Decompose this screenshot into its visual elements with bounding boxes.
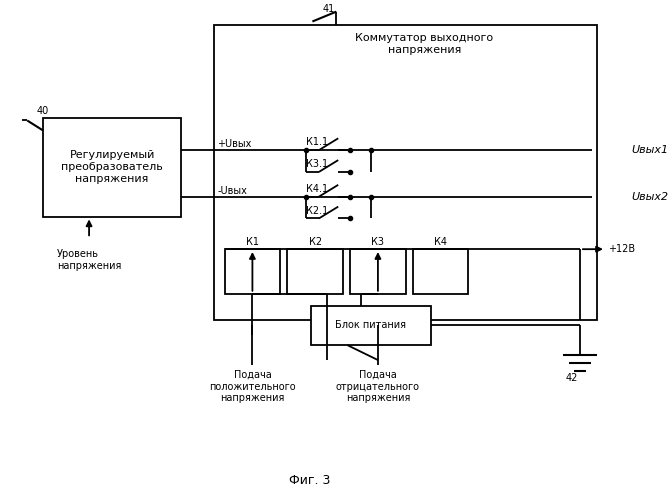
Text: К1.1: К1.1 bbox=[306, 137, 328, 147]
Text: Уровень
напряжения: Уровень напряжения bbox=[57, 249, 121, 271]
Bar bbox=[214, 26, 597, 320]
Bar bbox=[350, 249, 405, 294]
Text: Подача
отрицательного
напряжения: Подача отрицательного напряжения bbox=[336, 370, 420, 403]
Text: Регулируемый
преобразователь
напряжения: Регулируемый преобразователь напряжения bbox=[61, 150, 163, 184]
Text: Uвых2: Uвых2 bbox=[632, 192, 668, 202]
Bar bbox=[43, 118, 181, 216]
Text: К3.1: К3.1 bbox=[306, 159, 328, 169]
Text: К3: К3 bbox=[371, 237, 384, 247]
Text: 40: 40 bbox=[37, 106, 49, 116]
Text: Фиг. 3: Фиг. 3 bbox=[289, 474, 330, 486]
Text: Подача
положительного
напряжения: Подача положительного напряжения bbox=[209, 370, 296, 403]
Bar bbox=[413, 249, 468, 294]
Text: Uвых1: Uвых1 bbox=[632, 145, 668, 155]
Bar bbox=[224, 249, 280, 294]
Text: К4.1: К4.1 bbox=[306, 184, 328, 194]
Text: +12В: +12В bbox=[608, 244, 635, 254]
Bar bbox=[287, 249, 343, 294]
Text: -Uвых: -Uвых bbox=[217, 186, 247, 196]
Text: К1: К1 bbox=[246, 237, 259, 247]
Text: К2: К2 bbox=[309, 237, 322, 247]
Text: Блок питания: Блок питания bbox=[335, 320, 406, 330]
Text: Коммутатор выходного
напряжения: Коммутатор выходного напряжения bbox=[355, 34, 494, 55]
Bar bbox=[311, 306, 430, 345]
Text: К2.1: К2.1 bbox=[306, 206, 328, 216]
Text: К4: К4 bbox=[434, 237, 447, 247]
Text: +Uвых: +Uвых bbox=[217, 139, 252, 149]
Text: 41: 41 bbox=[323, 4, 335, 14]
Text: 42: 42 bbox=[565, 373, 578, 383]
